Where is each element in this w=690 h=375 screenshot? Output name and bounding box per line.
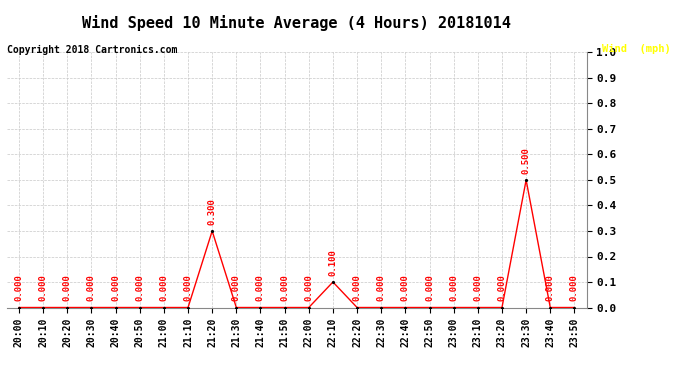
Text: 0.000: 0.000	[425, 274, 434, 301]
Text: 0.000: 0.000	[39, 274, 48, 301]
Text: 0.000: 0.000	[256, 274, 265, 301]
Text: 0.000: 0.000	[87, 274, 96, 301]
Text: 0.000: 0.000	[353, 274, 362, 301]
Text: 0.000: 0.000	[377, 274, 386, 301]
Text: 0.000: 0.000	[449, 274, 458, 301]
Text: 0.500: 0.500	[522, 147, 531, 174]
Text: 0.000: 0.000	[280, 274, 289, 301]
Text: Wind Speed 10 Minute Average (4 Hours) 20181014: Wind Speed 10 Minute Average (4 Hours) 2…	[82, 15, 511, 31]
Text: 0.000: 0.000	[473, 274, 482, 301]
Text: 0.000: 0.000	[159, 274, 168, 301]
Text: 0.000: 0.000	[232, 274, 241, 301]
Text: 0.000: 0.000	[135, 274, 144, 301]
Text: 0.000: 0.000	[14, 274, 23, 301]
Text: 0.000: 0.000	[401, 274, 410, 301]
Text: 0.000: 0.000	[184, 274, 193, 301]
Text: 0.000: 0.000	[304, 274, 313, 301]
Text: Wind  (mph): Wind (mph)	[602, 44, 671, 54]
Text: 0.000: 0.000	[570, 274, 579, 301]
Text: Copyright 2018 Cartronics.com: Copyright 2018 Cartronics.com	[7, 45, 177, 55]
Text: 0.000: 0.000	[63, 274, 72, 301]
Text: 0.000: 0.000	[111, 274, 120, 301]
Text: 0.000: 0.000	[497, 274, 506, 301]
Text: 0.300: 0.300	[208, 198, 217, 225]
Text: 0.000: 0.000	[546, 274, 555, 301]
Text: 0.100: 0.100	[328, 249, 337, 276]
